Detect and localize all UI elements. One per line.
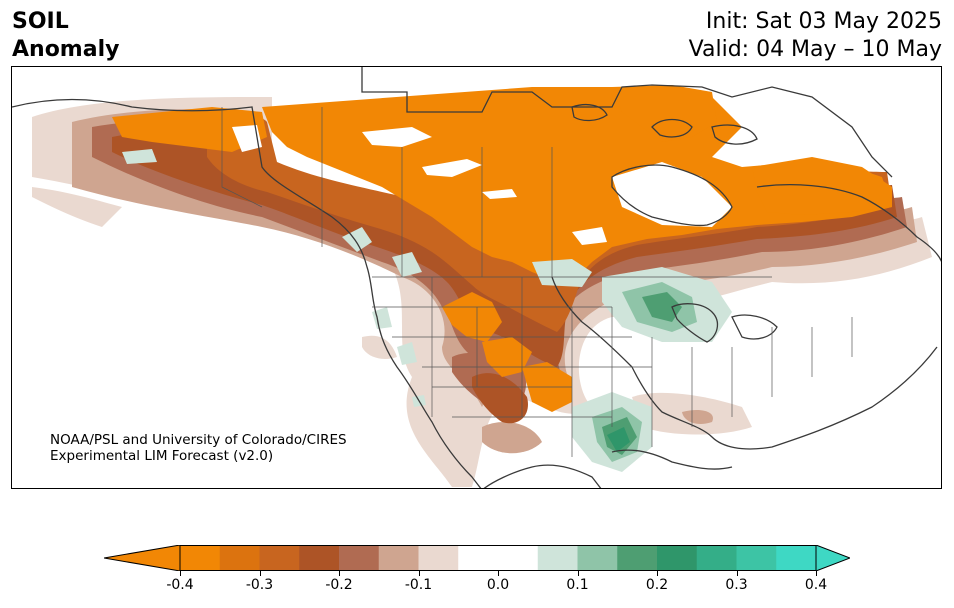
colorbar-segment [657,545,698,571]
forecast-dates: Init: Sat 03 May 2025 Valid: 04 May – 10… [689,8,942,64]
title-anomaly: Anomaly [12,37,120,62]
colorbar-over-arrow [815,545,850,571]
colorbar-segment [180,545,221,571]
colorbar-tick-label: -0.4 [166,577,194,593]
map-title: SOIL Anomaly [12,8,119,64]
title-variable: SOIL [12,9,69,34]
credit-line-2: Experimental LIM Forecast (v2.0) [50,448,274,464]
colorbar-tick-label: -0.3 [245,577,274,593]
credit-text: NOAA/PSL and University of Colorado/CIRE… [50,432,347,464]
colorbar-segment [378,545,419,571]
colorbar-under-arrow [104,545,181,571]
colorbar-tick-mark [736,571,738,576]
colorbar-outline [179,545,817,571]
anomaly-shading [32,85,932,487]
colorbar-tick-label: -0.2 [325,577,353,593]
colorbar-tick-label: 0.1 [566,577,589,593]
colorbar-segment [458,545,539,571]
colorbar-tick-mark [339,571,340,576]
political-borders [221,107,853,457]
colorbar-segment [537,545,578,571]
colorbar-tick-label: 0.0 [486,577,510,593]
anomaly-map [12,67,941,488]
colorbar [104,545,850,571]
colorbar-ticks: -0.4 -0.3 -0.2 -0.1 0.0 0.1 0.2 0.3 0.4 [0,571,954,601]
colorbar-segment [696,545,737,571]
colorbar-segment [299,545,340,571]
colorbar-tick-mark [816,571,817,576]
colorbar-tick-mark [577,571,579,576]
colorbar-segments [180,545,817,571]
colorbar-tick-label: 0.4 [804,577,828,593]
colorbar-tick-label: 0.2 [645,577,669,593]
map-panel: NOAA/PSL and University of Colorado/CIRE… [11,66,942,489]
init-date: Init: Sat 03 May 2025 [705,9,942,34]
colorbar-segment [259,545,300,571]
colorbar-tick-label: 0.3 [725,577,748,593]
colorbar-tick-label: -0.1 [404,577,433,593]
colorbar-tick-mark [418,571,420,576]
colorbar-segment [577,545,618,571]
colorbar-tick-mark [259,571,261,576]
colorbar-segment [219,545,260,571]
valid-range: Valid: 04 May – 10 May [688,37,942,62]
colorbar-segment [736,545,777,571]
coastlines-and-borders [12,67,941,488]
credit-line-1: NOAA/PSL and University of Colorado/CIRE… [50,432,347,448]
colorbar-tick-mark [498,571,499,576]
colorbar-segment [617,545,658,571]
colorbar-segment [339,545,380,571]
colorbar-tick-mark [657,571,658,576]
colorbar-tick-mark [180,571,181,576]
colorbar-segment [418,545,459,571]
colorbar-segment [776,545,817,571]
